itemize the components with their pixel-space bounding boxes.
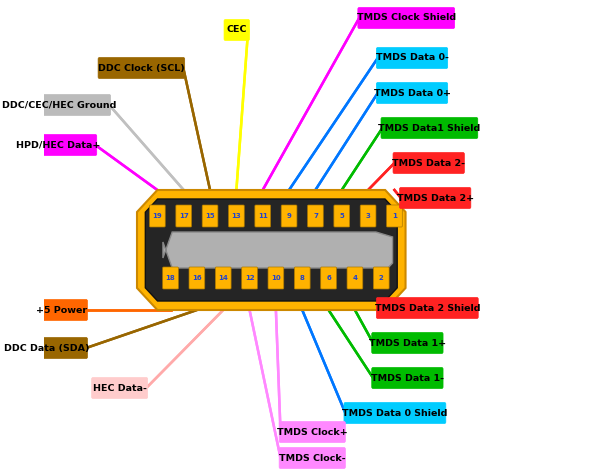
- Text: 12: 12: [245, 275, 254, 281]
- FancyBboxPatch shape: [176, 205, 191, 227]
- Text: TMDS Data 1-: TMDS Data 1-: [371, 374, 444, 383]
- Text: TMDS Data 0+: TMDS Data 0+: [374, 88, 451, 97]
- FancyBboxPatch shape: [215, 267, 231, 289]
- FancyBboxPatch shape: [202, 205, 218, 227]
- Text: 3: 3: [365, 213, 371, 219]
- FancyBboxPatch shape: [295, 267, 310, 289]
- Polygon shape: [137, 190, 406, 310]
- Text: 5: 5: [340, 213, 344, 219]
- Text: 13: 13: [232, 213, 241, 219]
- FancyBboxPatch shape: [92, 377, 148, 398]
- Text: DDC Clock (SCL): DDC Clock (SCL): [98, 63, 185, 72]
- FancyBboxPatch shape: [334, 205, 350, 227]
- FancyBboxPatch shape: [308, 205, 323, 227]
- FancyBboxPatch shape: [386, 205, 402, 227]
- FancyBboxPatch shape: [98, 58, 185, 79]
- FancyBboxPatch shape: [373, 267, 389, 289]
- Text: HEC Data-: HEC Data-: [93, 384, 146, 393]
- Text: TMDS Data1 Shield: TMDS Data1 Shield: [378, 123, 481, 132]
- Text: TMDS Clock Shield: TMDS Clock Shield: [356, 14, 456, 23]
- Text: TMDS Data 2 Shield: TMDS Data 2 Shield: [374, 304, 480, 313]
- Text: 15: 15: [205, 213, 215, 219]
- Polygon shape: [145, 199, 397, 301]
- FancyBboxPatch shape: [344, 403, 446, 423]
- FancyBboxPatch shape: [9, 95, 110, 115]
- FancyBboxPatch shape: [255, 205, 271, 227]
- FancyBboxPatch shape: [347, 267, 363, 289]
- FancyBboxPatch shape: [37, 299, 88, 321]
- Text: 17: 17: [179, 213, 188, 219]
- FancyBboxPatch shape: [20, 134, 97, 156]
- FancyBboxPatch shape: [376, 82, 448, 104]
- Text: 10: 10: [271, 275, 281, 281]
- Text: 14: 14: [218, 275, 228, 281]
- Text: TMDS Data 0-: TMDS Data 0-: [376, 53, 448, 62]
- FancyBboxPatch shape: [360, 205, 376, 227]
- FancyBboxPatch shape: [279, 421, 346, 443]
- Text: 18: 18: [166, 275, 175, 281]
- Text: 7: 7: [313, 213, 318, 219]
- FancyBboxPatch shape: [229, 205, 244, 227]
- FancyBboxPatch shape: [358, 8, 455, 28]
- Text: 4: 4: [352, 275, 358, 281]
- Text: 16: 16: [192, 275, 202, 281]
- FancyBboxPatch shape: [281, 205, 297, 227]
- FancyBboxPatch shape: [268, 267, 284, 289]
- FancyBboxPatch shape: [163, 267, 178, 289]
- FancyBboxPatch shape: [376, 47, 448, 69]
- Polygon shape: [163, 232, 392, 268]
- Text: +5 Power: +5 Power: [37, 306, 88, 315]
- FancyBboxPatch shape: [393, 152, 464, 174]
- FancyBboxPatch shape: [381, 117, 478, 139]
- Text: 8: 8: [300, 275, 305, 281]
- Text: 2: 2: [379, 275, 383, 281]
- Text: CEC: CEC: [227, 26, 247, 35]
- FancyBboxPatch shape: [321, 267, 337, 289]
- Text: TMDS Clock+: TMDS Clock+: [277, 428, 347, 437]
- FancyBboxPatch shape: [372, 333, 443, 353]
- FancyBboxPatch shape: [372, 368, 443, 388]
- Text: 9: 9: [287, 213, 292, 219]
- FancyBboxPatch shape: [189, 267, 205, 289]
- FancyBboxPatch shape: [6, 338, 88, 359]
- Text: DDC/CEC/HEC Ground: DDC/CEC/HEC Ground: [2, 100, 117, 110]
- Text: 1: 1: [392, 213, 397, 219]
- Text: TMDS Data 2+: TMDS Data 2+: [397, 193, 474, 202]
- Text: 6: 6: [326, 275, 331, 281]
- Text: TMDS Data 2-: TMDS Data 2-: [392, 158, 465, 167]
- FancyBboxPatch shape: [279, 447, 346, 468]
- FancyBboxPatch shape: [400, 187, 471, 209]
- Text: HPD/HEC Data+: HPD/HEC Data+: [16, 140, 101, 149]
- FancyBboxPatch shape: [242, 267, 257, 289]
- Text: 19: 19: [152, 213, 162, 219]
- Text: DDC Data (SDA): DDC Data (SDA): [4, 343, 89, 352]
- Text: TMDS Data 1+: TMDS Data 1+: [369, 339, 446, 348]
- Text: TMDS Clock-: TMDS Clock-: [279, 454, 346, 463]
- Text: TMDS Data 0 Shield: TMDS Data 0 Shield: [342, 409, 448, 418]
- Text: 11: 11: [258, 213, 268, 219]
- FancyBboxPatch shape: [224, 19, 250, 41]
- FancyBboxPatch shape: [149, 205, 165, 227]
- FancyBboxPatch shape: [376, 298, 478, 318]
